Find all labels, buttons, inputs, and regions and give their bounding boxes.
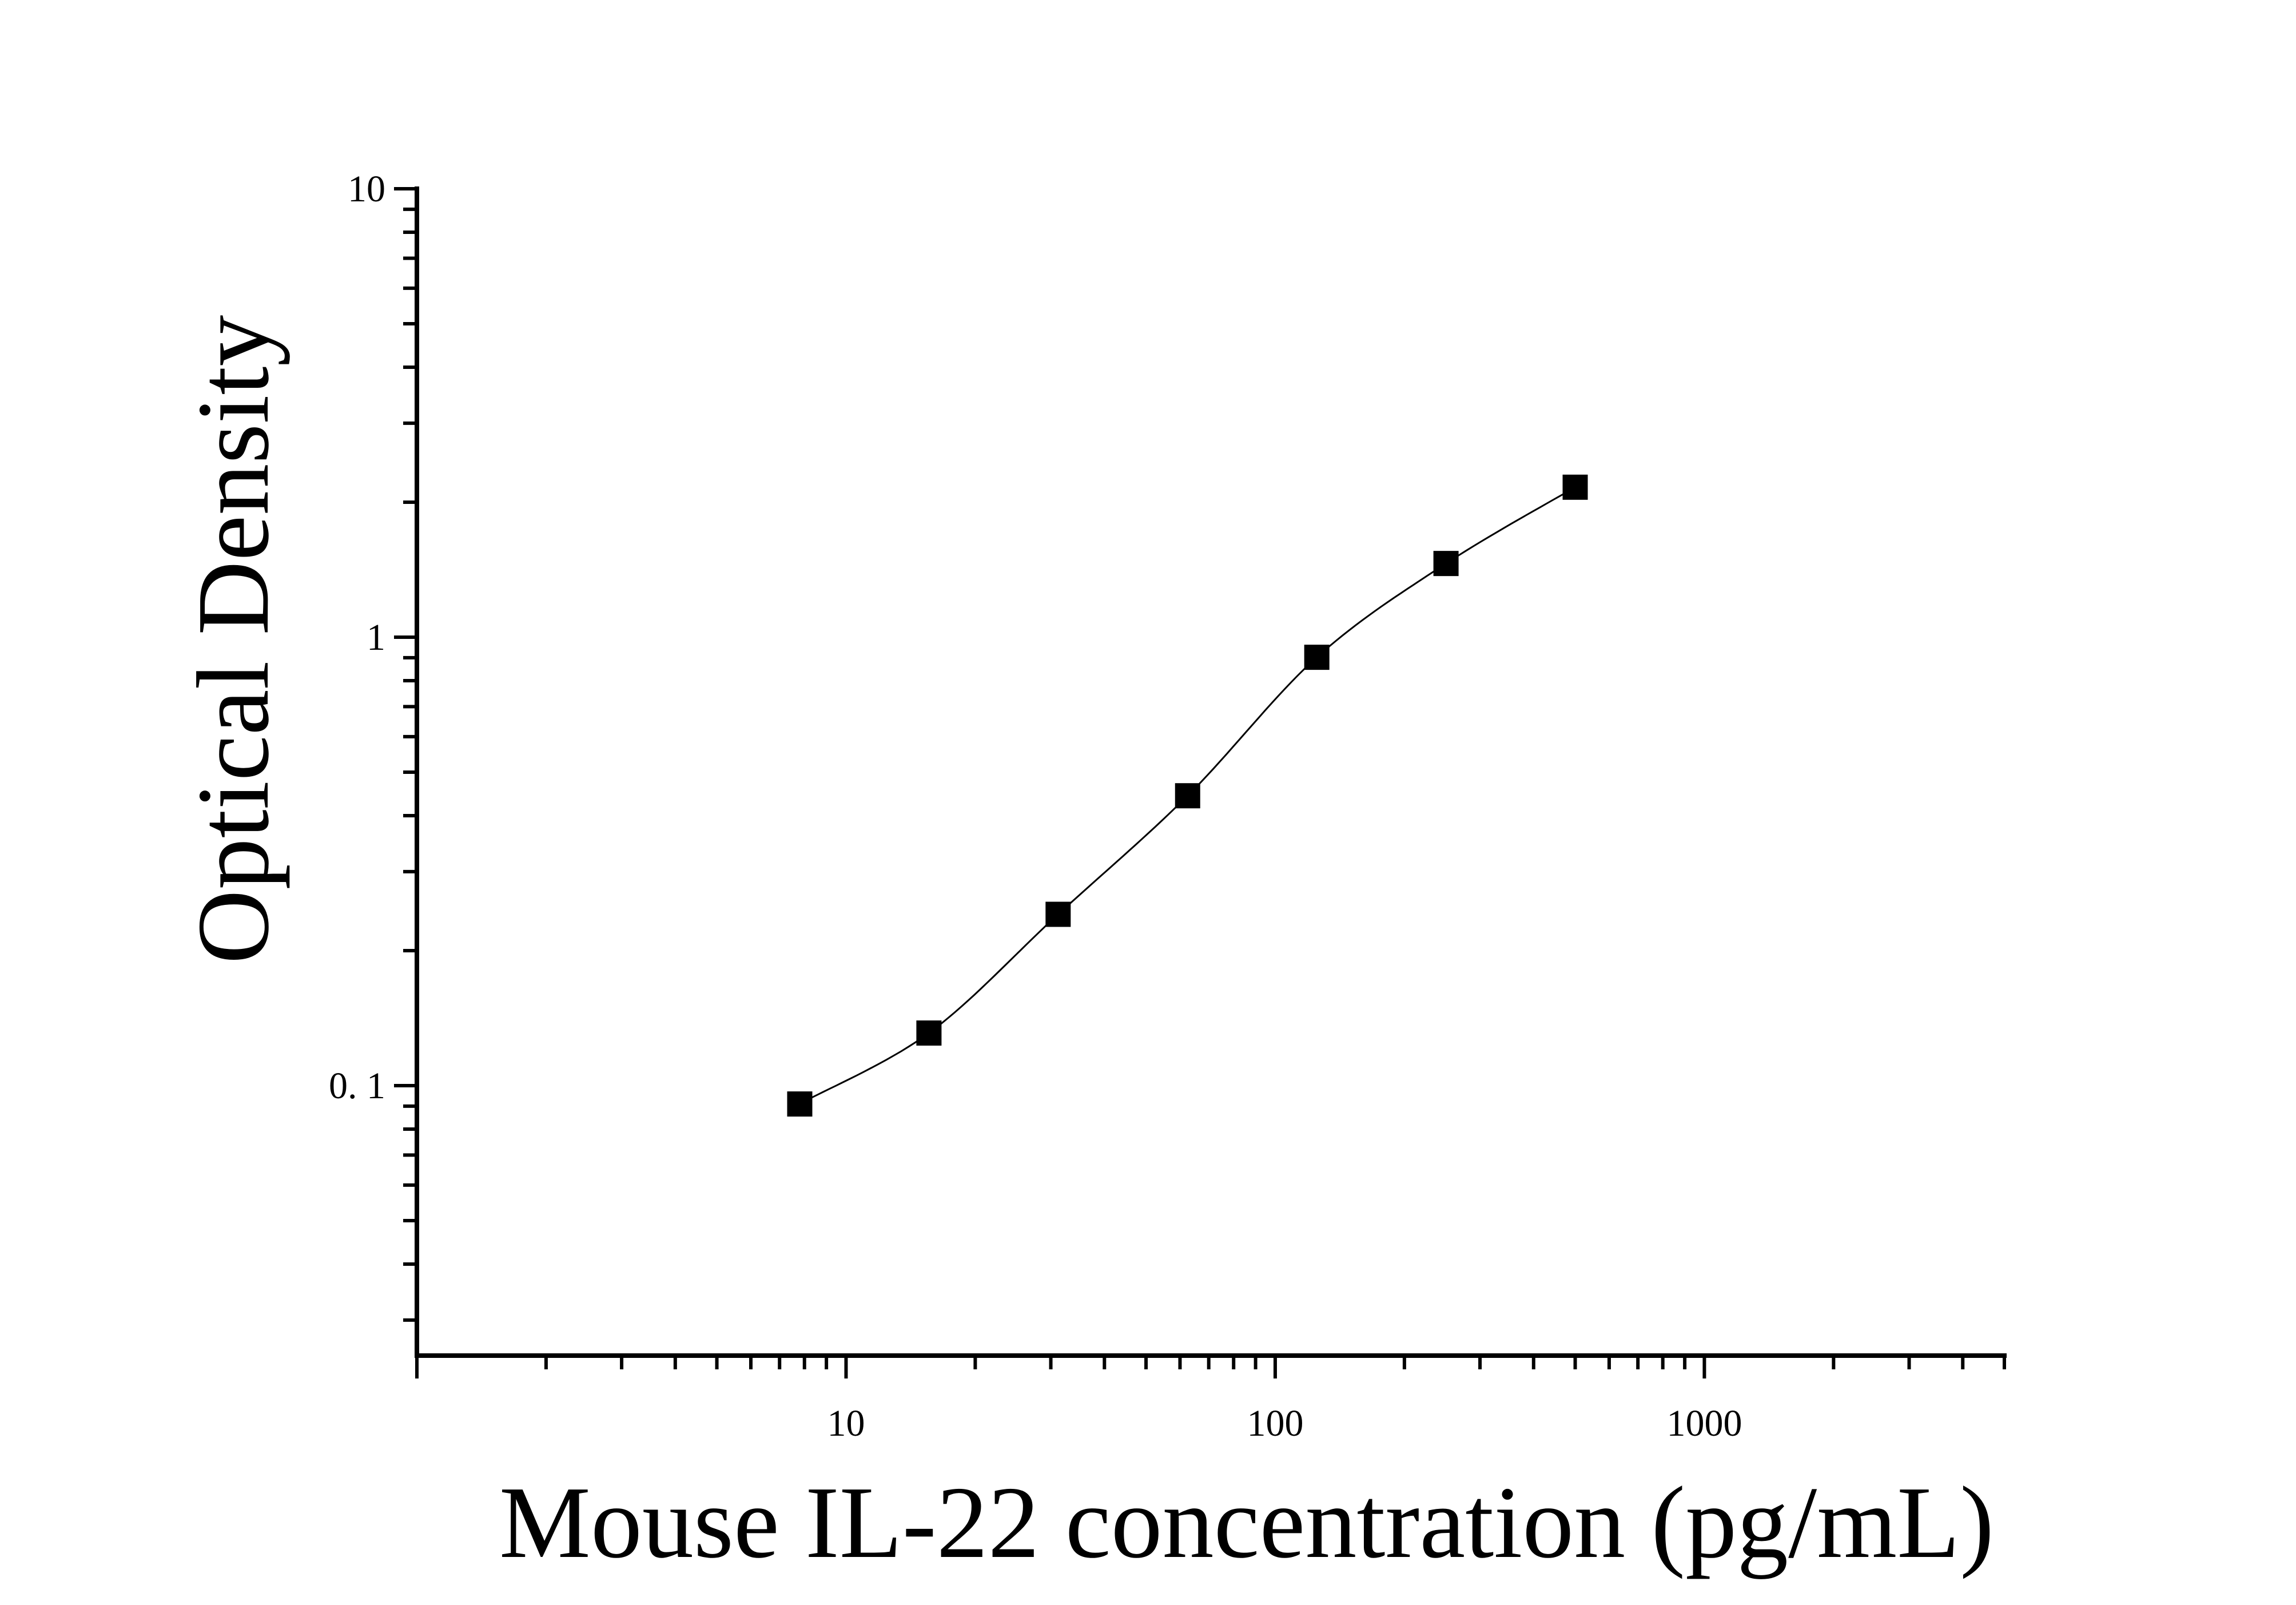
data-point [1562, 474, 1588, 500]
x-axis-ticks [415, 1356, 2006, 1378]
x-axis-tick-labels: 10 100 1000 [827, 1403, 1742, 1444]
data-point [1175, 783, 1200, 809]
data-point [787, 1091, 813, 1117]
y-axis-ticks [394, 187, 417, 1322]
data-point [1304, 645, 1330, 670]
x-tick-label: 100 [1247, 1403, 1303, 1444]
y-tick-label: 1 [367, 617, 385, 658]
y-tick-label: 10 [348, 168, 385, 210]
data-point [1045, 901, 1071, 927]
y-axis-title: Optical Density [176, 315, 290, 964]
x-tick-label: 1000 [1666, 1403, 1742, 1444]
data-point [1433, 551, 1459, 577]
x-axis-title: Mouse IL-22 concentration (pg/mL) [499, 1465, 1994, 1579]
data-points [787, 474, 1588, 1117]
fit-curve [787, 488, 1573, 1113]
x-tick-label: 10 [827, 1403, 865, 1444]
y-axis-tick-labels: 10 1 0. 1 [329, 168, 385, 1107]
data-point [916, 1020, 942, 1046]
y-tick-label: 0. 1 [329, 1065, 385, 1107]
